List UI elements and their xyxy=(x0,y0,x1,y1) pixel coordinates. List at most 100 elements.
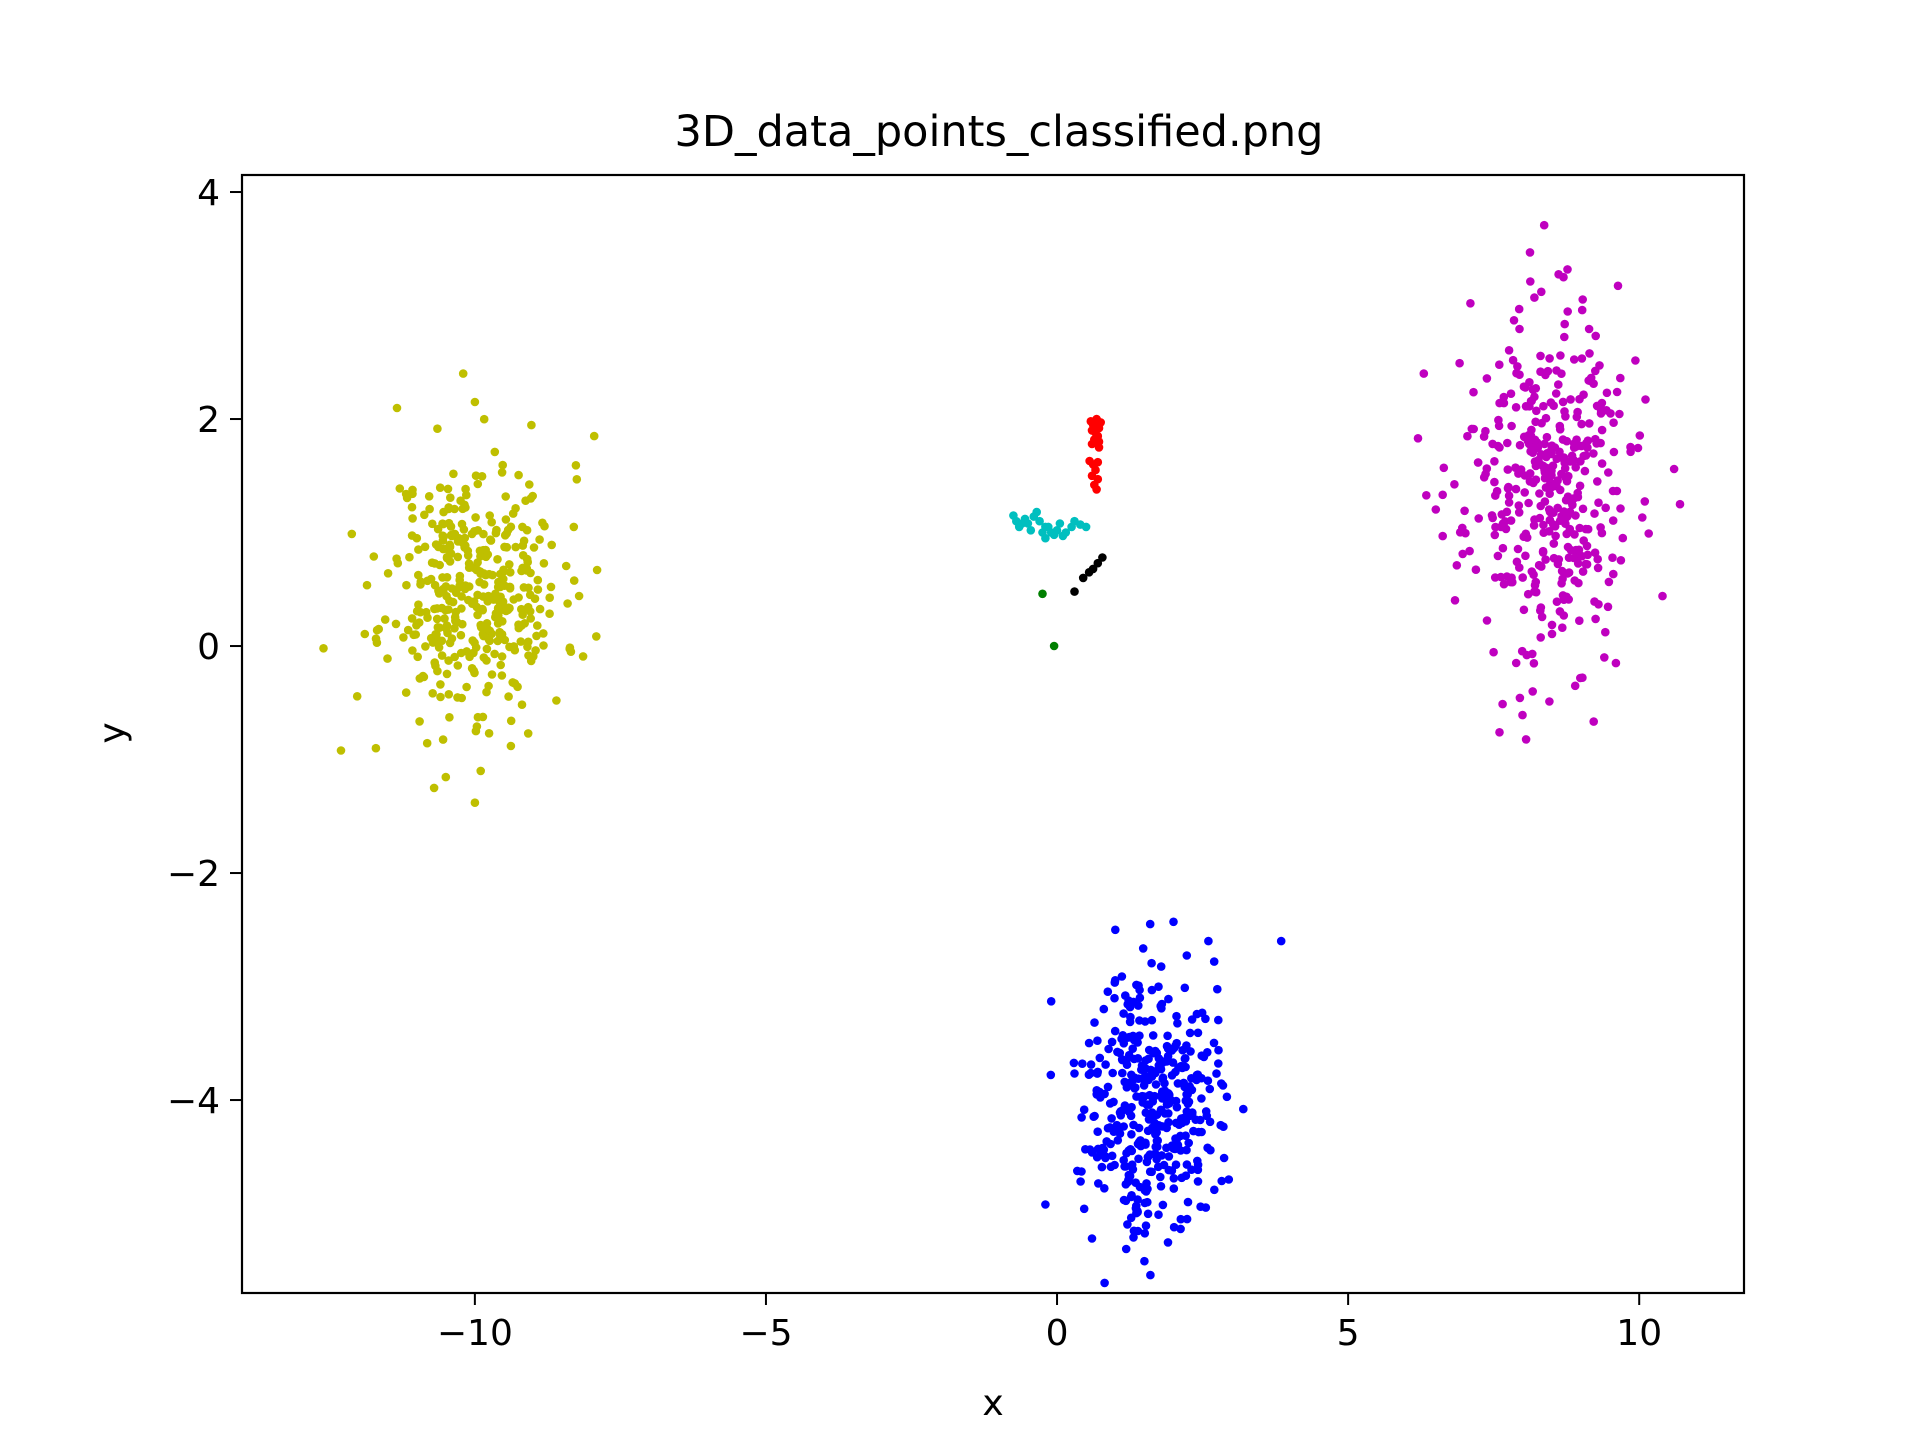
data-point xyxy=(1100,1278,1109,1288)
data-point xyxy=(503,525,513,535)
x-tick-label: −5 xyxy=(739,1313,792,1354)
data-point xyxy=(1147,1015,1157,1025)
data-point xyxy=(1103,1082,1113,1092)
data-point xyxy=(1552,366,1561,375)
data-point xyxy=(1178,1045,1187,1055)
data-point xyxy=(1169,1222,1179,1232)
data-point xyxy=(1055,519,1065,528)
data-point xyxy=(1107,1151,1117,1161)
data-point xyxy=(1193,1165,1203,1175)
data-point xyxy=(1509,316,1519,325)
data-point xyxy=(1146,1270,1155,1280)
data-point xyxy=(362,580,372,590)
data-point xyxy=(1578,504,1588,514)
data-point xyxy=(1551,531,1560,541)
data-point xyxy=(526,656,536,666)
data-point xyxy=(1522,650,1532,660)
data-point xyxy=(1582,560,1592,569)
data-point xyxy=(1187,1165,1196,1174)
data-point xyxy=(1120,1077,1129,1087)
data-point xyxy=(572,475,582,484)
data-point xyxy=(1594,600,1603,609)
data-point xyxy=(470,798,480,807)
data-point xyxy=(1125,1017,1135,1027)
data-point xyxy=(1592,439,1601,448)
data-point xyxy=(1140,1198,1150,1208)
data-point xyxy=(1438,490,1447,500)
data-point xyxy=(500,635,510,645)
data-point xyxy=(1035,516,1044,526)
data-point xyxy=(1561,412,1570,421)
data-point xyxy=(511,504,520,513)
data-point xyxy=(1171,1160,1181,1169)
data-point xyxy=(440,614,449,623)
data-point xyxy=(1582,541,1592,551)
data-point xyxy=(1098,553,1107,562)
data-point xyxy=(1106,1162,1116,1172)
data-point xyxy=(479,580,489,589)
x-tick-label: 10 xyxy=(1616,1313,1662,1354)
data-point xyxy=(1168,1058,1178,1067)
data-point xyxy=(1171,1118,1181,1128)
data-point xyxy=(1121,1244,1131,1254)
data-point xyxy=(1474,514,1483,523)
data-point xyxy=(380,615,390,624)
data-point xyxy=(519,583,529,592)
data-point xyxy=(1123,1220,1132,1229)
data-point xyxy=(522,564,532,573)
data-point xyxy=(1613,281,1623,291)
data-point xyxy=(1461,528,1470,538)
data-point xyxy=(1162,1100,1172,1109)
data-point xyxy=(1217,1176,1226,1186)
data-point xyxy=(498,460,508,470)
data-point xyxy=(1577,354,1587,363)
data-point xyxy=(1602,388,1612,398)
data-point xyxy=(1119,1009,1128,1018)
data-point xyxy=(468,636,478,645)
data-point xyxy=(347,529,357,539)
data-point xyxy=(1555,447,1564,457)
data-point xyxy=(571,461,581,470)
data-point xyxy=(1173,1079,1183,1088)
data-point xyxy=(1498,543,1508,553)
data-point xyxy=(1538,548,1548,557)
data-point xyxy=(395,484,405,493)
data-point xyxy=(538,518,547,528)
data-point xyxy=(497,652,507,661)
data-point xyxy=(1147,1108,1157,1117)
data-point xyxy=(552,696,561,705)
data-point xyxy=(1169,1174,1179,1183)
data-point xyxy=(1116,1107,1126,1116)
data-point xyxy=(1176,1061,1186,1071)
data-point xyxy=(1492,486,1502,496)
data-point xyxy=(1536,606,1545,615)
data-point xyxy=(1497,510,1507,519)
data-point xyxy=(1134,1123,1144,1133)
data-point xyxy=(1141,1056,1150,1065)
data-point xyxy=(493,582,503,592)
data-point xyxy=(1601,503,1610,513)
data-point xyxy=(1542,432,1552,442)
data-point xyxy=(523,557,532,567)
data-point xyxy=(501,492,511,501)
data-point xyxy=(1204,936,1213,946)
data-point xyxy=(1526,277,1535,286)
data-point xyxy=(498,597,508,606)
data-point xyxy=(1506,389,1516,399)
data-point xyxy=(1466,299,1475,308)
data-point xyxy=(1615,409,1624,419)
data-point xyxy=(1471,565,1481,574)
data-point xyxy=(519,536,529,546)
data-point xyxy=(483,624,492,634)
data-point xyxy=(516,637,526,646)
data-point xyxy=(1593,563,1603,573)
data-point xyxy=(1127,1130,1136,1139)
data-point xyxy=(1490,573,1500,582)
data-point xyxy=(1132,1201,1141,1211)
data-point xyxy=(1593,554,1602,564)
data-point xyxy=(1183,1197,1193,1207)
data-point xyxy=(514,470,523,480)
data-point xyxy=(1550,522,1560,531)
data-point xyxy=(1516,465,1526,474)
data-point xyxy=(402,580,411,590)
